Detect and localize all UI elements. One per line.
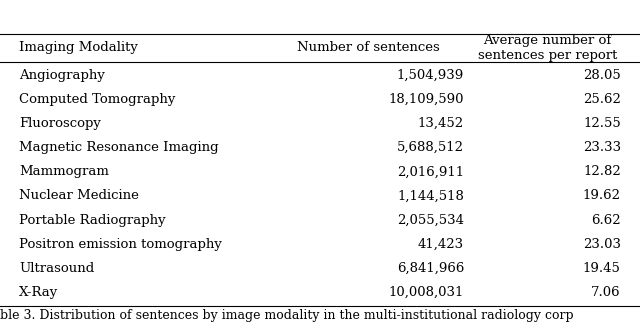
Text: 6.62: 6.62	[591, 214, 621, 226]
Text: Number of sentences: Number of sentences	[296, 41, 440, 54]
Text: 19.62: 19.62	[583, 190, 621, 202]
Text: 19.45: 19.45	[583, 262, 621, 275]
Text: 7.06: 7.06	[591, 286, 621, 299]
Text: Fluoroscopy: Fluoroscopy	[19, 117, 101, 130]
Text: 6,841,966: 6,841,966	[397, 262, 464, 275]
Text: 1,504,939: 1,504,939	[397, 69, 464, 82]
Text: 1,144,518: 1,144,518	[397, 190, 464, 202]
Text: 2,055,534: 2,055,534	[397, 214, 464, 226]
Text: ble 3. Distribution of sentences by image modality in the multi-institutional ra: ble 3. Distribution of sentences by imag…	[0, 309, 573, 322]
Text: 10,008,031: 10,008,031	[388, 286, 464, 299]
Text: Portable Radiography: Portable Radiography	[19, 214, 166, 226]
Text: Computed Tomography: Computed Tomography	[19, 93, 175, 106]
Text: Ultrasound: Ultrasound	[19, 262, 95, 275]
Text: Average number of
sentences per report: Average number of sentences per report	[477, 34, 617, 62]
Text: Mammogram: Mammogram	[19, 165, 109, 178]
Text: 2,016,911: 2,016,911	[397, 165, 464, 178]
Text: 28.05: 28.05	[583, 69, 621, 82]
Text: 13,452: 13,452	[418, 117, 464, 130]
Text: 18,109,590: 18,109,590	[388, 93, 464, 106]
Text: 12.55: 12.55	[583, 117, 621, 130]
Text: 41,423: 41,423	[418, 238, 464, 251]
Text: Nuclear Medicine: Nuclear Medicine	[19, 190, 139, 202]
Text: Imaging Modality: Imaging Modality	[19, 41, 138, 54]
Text: 23.03: 23.03	[583, 238, 621, 251]
Text: Magnetic Resonance Imaging: Magnetic Resonance Imaging	[19, 141, 219, 154]
Text: Angiography: Angiography	[19, 69, 105, 82]
Text: 5,688,512: 5,688,512	[397, 141, 464, 154]
Text: 25.62: 25.62	[583, 93, 621, 106]
Text: 23.33: 23.33	[582, 141, 621, 154]
Text: 12.82: 12.82	[583, 165, 621, 178]
Text: Positron emission tomography: Positron emission tomography	[19, 238, 222, 251]
Text: X-Ray: X-Ray	[19, 286, 58, 299]
